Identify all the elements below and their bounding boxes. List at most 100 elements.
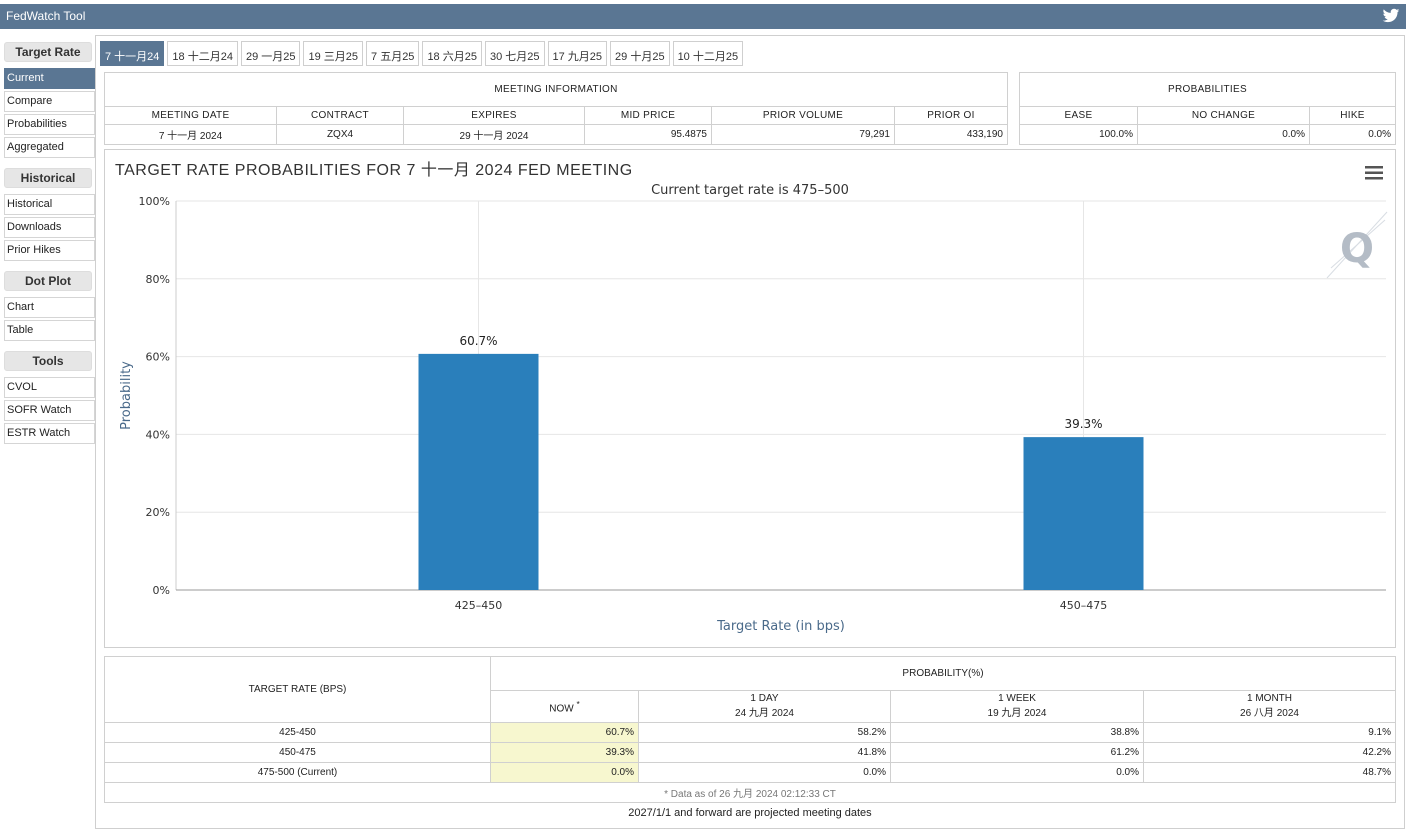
- sidebar-item-sofr-watch[interactable]: SOFR Watch: [4, 400, 95, 421]
- sidebar-item-probabilities[interactable]: Probabilities: [4, 114, 95, 135]
- col-expires: EXPIRES: [403, 106, 585, 125]
- meeting-info-heading: MEETING INFORMATION: [104, 72, 1008, 107]
- sidebar: Target Rate Current Compare Probabilitie…: [4, 42, 95, 444]
- tab-meeting[interactable]: 29 一月25: [240, 41, 301, 66]
- one-month-label: 1 MONTH: [1247, 693, 1292, 705]
- sidebar-item-aggregated[interactable]: Aggregated: [4, 137, 95, 158]
- footer-note: 2027/1/1 and forward are projected meeti…: [628, 807, 872, 819]
- one-week-header: 1 WEEK 19 九月 2024: [890, 689, 1144, 723]
- rate-cell: 450-475: [104, 742, 491, 763]
- tab-meeting[interactable]: 18 六月25: [422, 41, 482, 66]
- one-day-date: 24 九月 2024: [735, 708, 794, 720]
- now-header: NOW *: [490, 689, 639, 723]
- col-ease: EASE: [1019, 106, 1138, 125]
- y-tick-label: 60%: [146, 351, 170, 364]
- col-contract: CONTRACT: [276, 106, 404, 125]
- table-row: 450-475 39.3% 41.8% 61.2% 42.2%: [104, 742, 1396, 763]
- sidebar-heading-historical: Historical: [4, 168, 92, 188]
- sidebar-item-historical[interactable]: Historical: [4, 194, 95, 215]
- watermark-glyph: Q: [1340, 226, 1374, 272]
- sidebar-item-cvol[interactable]: CVOL: [4, 377, 95, 398]
- x-tick-label: 450–475: [1060, 599, 1108, 612]
- col-mid-price: MID PRICE: [584, 106, 712, 125]
- day-cell: 58.2%: [638, 722, 891, 743]
- one-day-header: 1 DAY 24 九月 2024: [638, 689, 891, 723]
- now-cell: 0.0%: [490, 762, 639, 783]
- one-month-date: 26 八月 2024: [1240, 708, 1299, 720]
- bar: [1023, 437, 1144, 590]
- sidebar-heading-tools: Tools: [4, 351, 92, 371]
- tab-meeting[interactable]: 18 十二月24: [167, 41, 238, 66]
- one-day-label: 1 DAY: [750, 693, 779, 705]
- y-tick-label: 100%: [139, 195, 170, 208]
- col-meeting-date: MEETING DATE: [104, 106, 277, 125]
- sidebar-item-downloads[interactable]: Downloads: [4, 217, 95, 238]
- app-title: FedWatch Tool: [6, 9, 86, 23]
- now-cell: 60.7%: [490, 722, 639, 743]
- col-no-change: NO CHANGE: [1137, 106, 1310, 125]
- month-cell: 9.1%: [1143, 722, 1396, 743]
- bar-value-label: 39.3%: [1064, 417, 1102, 431]
- ease-value: 100.0%: [1019, 124, 1138, 145]
- one-week-label: 1 WEEK: [998, 693, 1036, 705]
- tab-meeting[interactable]: 30 七月25: [484, 41, 545, 66]
- prior-oi-value: 433,190: [894, 124, 1008, 145]
- bar-value-label: 60.7%: [459, 334, 497, 348]
- tab-meeting[interactable]: 10 十二月25: [672, 41, 744, 66]
- tab-meeting[interactable]: 7 五月25: [366, 41, 420, 66]
- sidebar-heading-dot-plot: Dot Plot: [4, 271, 92, 291]
- meeting-tabs: 7 十一月24 18 十二月24 29 一月25 19 三月25 7 五月25 …: [100, 41, 744, 66]
- now-header-label: NOW: [549, 702, 574, 714]
- sidebar-item-compare[interactable]: Compare: [4, 91, 95, 112]
- sidebar-item-table[interactable]: Table: [4, 320, 95, 341]
- col-hike: HIKE: [1309, 106, 1396, 125]
- x-tick-label: 425–450: [455, 599, 503, 612]
- col-prior-oi: PRIOR OI: [894, 106, 1008, 125]
- chart-subtitle: Current target rate is 475–500: [651, 183, 849, 198]
- y-tick-label: 40%: [146, 428, 170, 441]
- chart-panel: TARGET RATE PROBABILITIES FOR 7 十一月 2024…: [104, 149, 1396, 648]
- tab-meeting[interactable]: 7 十一月24: [100, 41, 165, 66]
- sidebar-item-chart[interactable]: Chart: [4, 297, 95, 318]
- table-row: 475-500 (Current) 0.0% 0.0% 0.0% 48.7%: [104, 762, 1396, 783]
- rate-cell: 475-500 (Current): [104, 762, 491, 783]
- y-axis-title: Probability: [119, 361, 134, 430]
- hike-value: 0.0%: [1309, 124, 1396, 145]
- prior-volume-value: 79,291: [711, 124, 895, 145]
- day-cell: 41.8%: [638, 742, 891, 763]
- sidebar-item-estr-watch[interactable]: ESTR Watch: [4, 423, 95, 444]
- meeting-info-table: MEETING INFORMATION MEETING DATE CONTRAC…: [104, 72, 1008, 145]
- day-cell: 0.0%: [638, 762, 891, 783]
- sidebar-item-prior-hikes[interactable]: Prior Hikes: [4, 240, 95, 261]
- meeting-date-value: 7 十一月 2024: [104, 124, 277, 145]
- hamburger-menu-icon[interactable]: [1365, 166, 1383, 180]
- chart-title: TARGET RATE PROBABILITIES FOR 7 十一月 2024…: [115, 162, 633, 179]
- data-timestamp-note: * Data as of 26 九月 2024 02:12:33 CT: [104, 782, 1396, 803]
- bar: [418, 353, 539, 590]
- tab-meeting[interactable]: 17 九月25: [547, 41, 608, 66]
- week-cell: 38.8%: [890, 722, 1144, 743]
- probability-history-table: TARGET RATE (BPS) PROBABILITY(%) NOW * 1…: [104, 656, 1396, 803]
- tab-meeting[interactable]: 19 三月25: [303, 41, 364, 66]
- probability-header: PROBABILITY(%): [490, 656, 1396, 691]
- twitter-icon[interactable]: [1382, 8, 1400, 24]
- month-cell: 42.2%: [1143, 742, 1396, 763]
- table-row: 425-450 60.7% 58.2% 38.8% 9.1%: [104, 722, 1396, 743]
- probabilities-table: PROBABILITIES EASE NO CHANGE HIKE 100.0%…: [1019, 72, 1396, 145]
- y-tick-label: 20%: [146, 506, 170, 519]
- tab-meeting[interactable]: 29 十月25: [610, 41, 670, 66]
- one-week-date: 19 九月 2024: [987, 708, 1047, 720]
- app-titlebar: FedWatch Tool: [0, 4, 1406, 29]
- main-panel: 7 十一月24 18 十二月24 29 一月25 19 三月25 7 五月25 …: [95, 35, 1405, 829]
- y-tick-label: 80%: [146, 273, 170, 286]
- target-rate-header: TARGET RATE (BPS): [104, 656, 491, 723]
- week-cell: 61.2%: [890, 742, 1144, 763]
- month-cell: 48.7%: [1143, 762, 1396, 783]
- sidebar-item-current[interactable]: Current: [4, 68, 95, 89]
- bar-chart: Current target rate is 475–500 Q 0% 20% 40…: [119, 183, 1388, 634]
- expires-value: 29 十一月 2024: [403, 124, 585, 145]
- one-month-header: 1 MONTH 26 八月 2024: [1143, 689, 1396, 723]
- contract-value: ZQX4: [276, 124, 404, 145]
- col-prior-volume: PRIOR VOLUME: [711, 106, 895, 125]
- mid-price-value: 95.4875: [584, 124, 712, 145]
